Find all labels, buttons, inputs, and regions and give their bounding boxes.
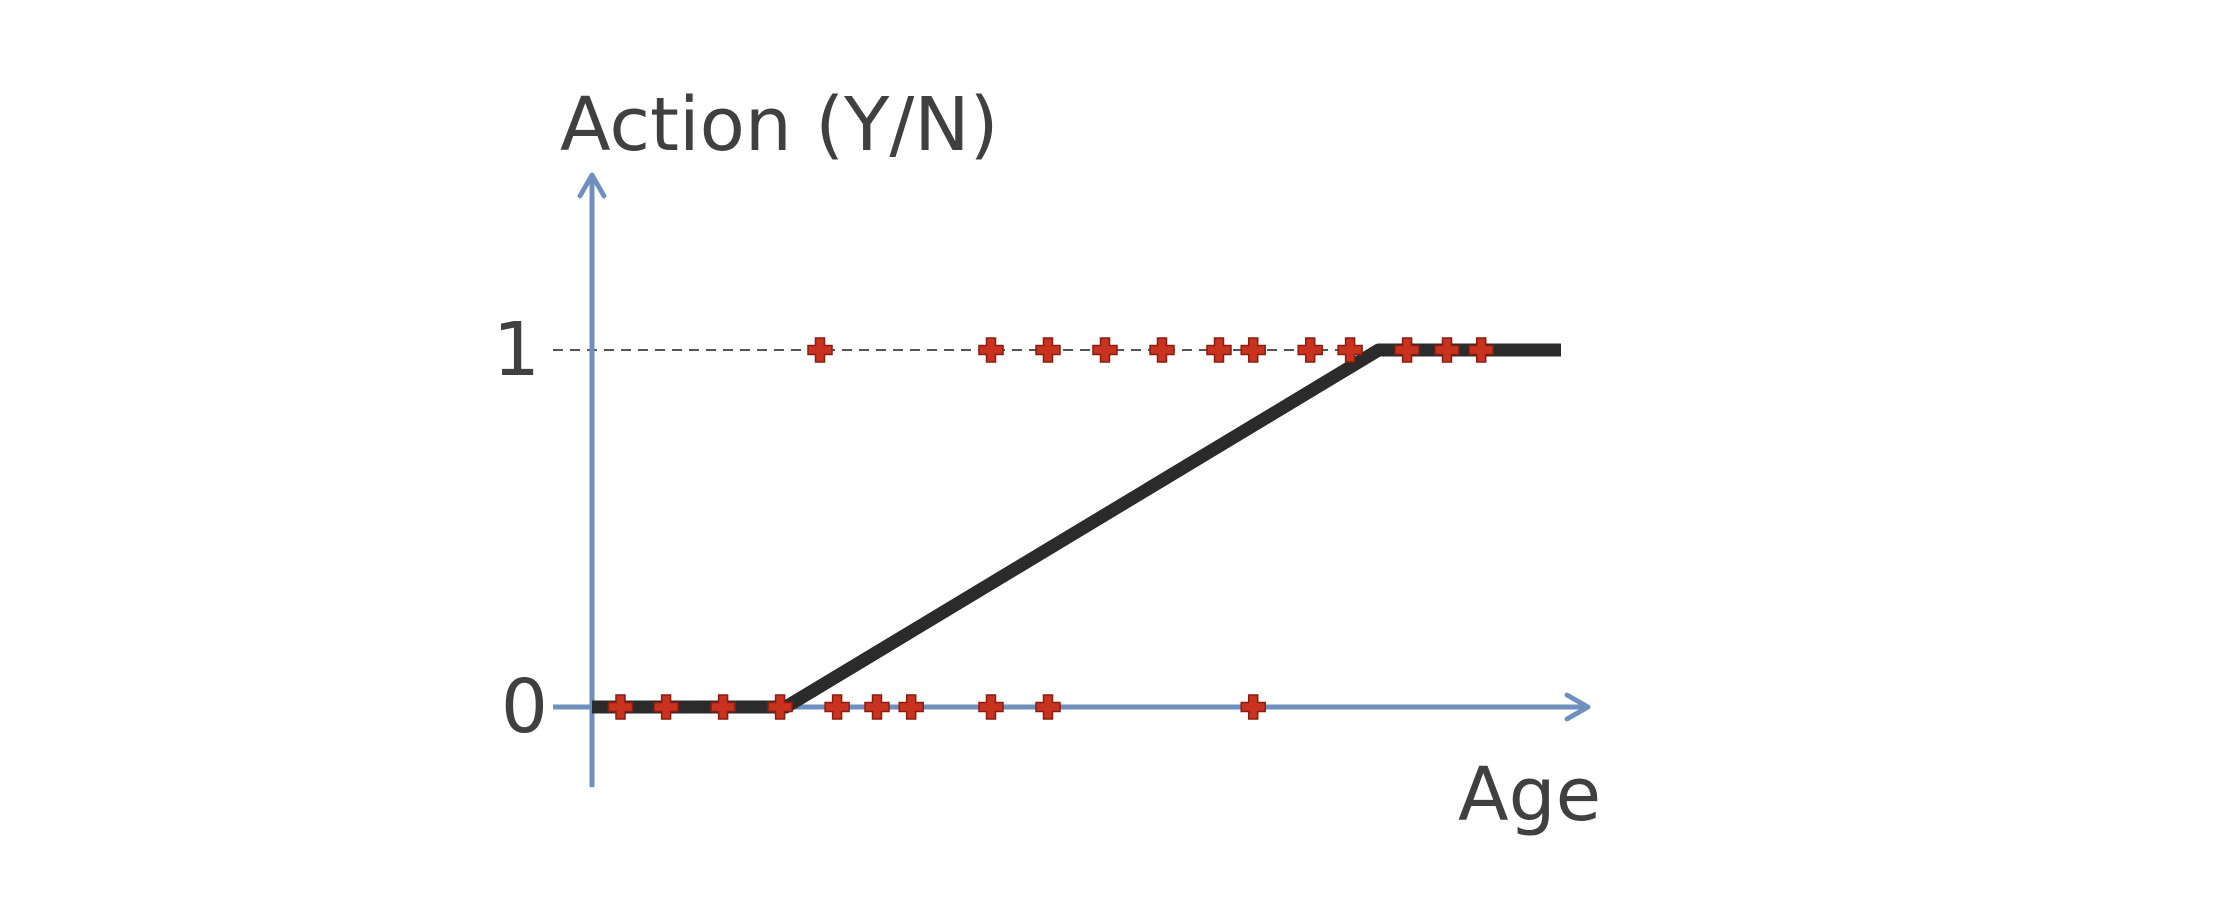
data-point <box>1337 337 1363 363</box>
plus-marker <box>710 694 736 720</box>
plus-marker <box>1240 337 1266 363</box>
y-tick-label-1: 1 <box>493 307 540 393</box>
plus-marker <box>1035 337 1061 363</box>
plus-marker <box>824 694 850 720</box>
plus-marker <box>1337 337 1363 363</box>
data-point <box>1240 694 1266 720</box>
y-tick-label-0: 0 <box>501 664 548 750</box>
plus-marker <box>1468 337 1494 363</box>
plot-area <box>553 172 1591 787</box>
data-point <box>653 694 679 720</box>
data-point <box>1240 337 1266 363</box>
data-point <box>978 694 1004 720</box>
data-point <box>1149 337 1175 363</box>
plus-marker <box>653 694 679 720</box>
plus-marker <box>898 694 924 720</box>
data-point <box>1206 337 1232 363</box>
data-point <box>898 694 924 720</box>
fit-line <box>592 343 1561 714</box>
plus-marker <box>1035 694 1061 720</box>
data-point <box>1468 337 1494 363</box>
data-point <box>864 694 890 720</box>
data-point <box>767 694 793 720</box>
plus-marker <box>1149 337 1175 363</box>
data-point <box>710 694 736 720</box>
x-axis-title: Age <box>1458 752 1601 838</box>
plus-marker <box>1240 694 1266 720</box>
data-point <box>978 337 1004 363</box>
plus-marker <box>767 694 793 720</box>
plus-marker <box>1394 337 1420 363</box>
data-points <box>607 337 1494 720</box>
data-point <box>1297 337 1323 363</box>
data-point <box>807 337 833 363</box>
plus-marker <box>864 694 890 720</box>
plus-marker <box>1092 337 1118 363</box>
data-point <box>1434 337 1460 363</box>
plus-marker <box>607 694 634 720</box>
data-point <box>1035 694 1061 720</box>
y-axis-title: Action (Y/N) <box>560 82 999 168</box>
plus-marker <box>1297 337 1323 363</box>
plus-marker <box>1206 337 1232 363</box>
plus-marker <box>807 337 833 363</box>
data-point <box>1394 337 1420 363</box>
plus-marker <box>978 337 1004 363</box>
data-point <box>824 694 850 720</box>
data-point <box>1092 337 1118 363</box>
data-point <box>607 694 634 720</box>
plus-marker <box>1434 337 1460 363</box>
plus-marker <box>978 694 1004 720</box>
data-point <box>1035 337 1061 363</box>
